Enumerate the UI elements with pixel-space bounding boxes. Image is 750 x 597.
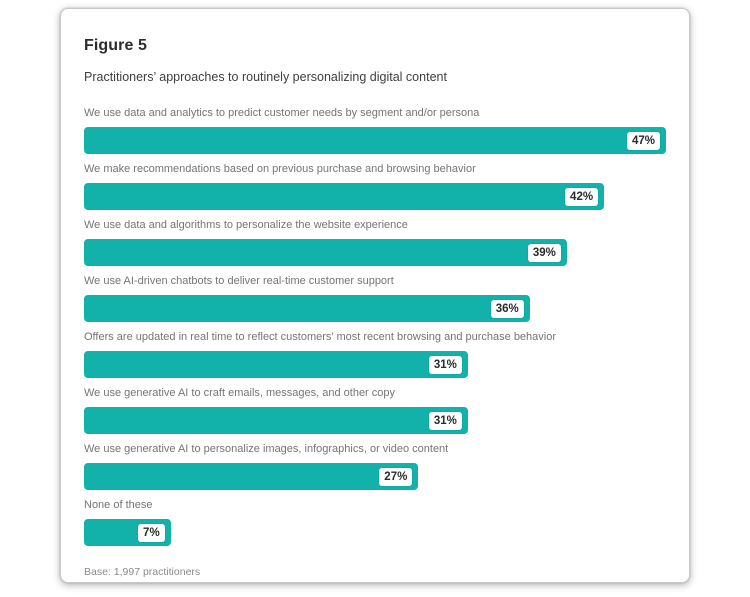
bar-label: We make recommendations based on previou… [84, 163, 476, 175]
value-badge: 36% [490, 299, 524, 318]
chart-row: We use data and algorithms to personaliz… [84, 218, 666, 266]
bar-label: Offers are updated in real time to refle… [84, 331, 557, 343]
bar: 31% [84, 407, 468, 434]
value-badge: 31% [428, 355, 462, 374]
bar: 47% [84, 127, 666, 154]
bar-label: We use data and analytics to predict cus… [84, 107, 480, 119]
bar-track: 39% [84, 239, 666, 266]
figure-title: Figure 5 [84, 37, 148, 54]
figure-card: Figure 5 Practitioners’ approaches to ro… [60, 8, 690, 583]
value-badge: 31% [428, 411, 462, 430]
bar-label: We use generative AI to craft emails, me… [84, 387, 396, 399]
bar: 7% [84, 519, 171, 546]
bar-chart: We use data and analytics to predict cus… [84, 106, 666, 546]
bar: 36% [84, 295, 530, 322]
bar: 31% [84, 351, 468, 378]
bar-track: 7% [84, 519, 666, 546]
bar-label: We use data and algorithms to personaliz… [84, 219, 408, 231]
bar: 27% [84, 463, 419, 490]
bar-track: 36% [84, 295, 666, 322]
chart-row: We make recommendations based on previou… [84, 162, 666, 210]
bar: 42% [84, 183, 605, 210]
bar-label: We use AI-driven chatbots to deliver rea… [84, 275, 394, 287]
bar: 39% [84, 239, 567, 266]
chart-row: We use generative AI to personalize imag… [84, 442, 666, 490]
value-badge: 39% [527, 243, 561, 262]
bar-track: 31% [84, 407, 666, 434]
bar-track: 27% [84, 463, 666, 490]
bar-track: 47% [84, 127, 666, 154]
figure-subtitle: Practitioners’ approaches to routinely p… [84, 70, 447, 84]
value-badge: 27% [379, 467, 413, 486]
value-badge: 47% [626, 131, 660, 150]
bar-track: 42% [84, 183, 666, 210]
base-note: Base: 1,997 practitioners [84, 566, 201, 578]
chart-row: Offers are updated in real time to refle… [84, 330, 666, 378]
value-badge: 7% [138, 523, 165, 542]
bar-label: We use generative AI to personalize imag… [84, 443, 449, 455]
chart-row: We use AI-driven chatbots to deliver rea… [84, 274, 666, 322]
chart-row: We use generative AI to craft emails, me… [84, 386, 666, 434]
chart-row: None of these 7% [84, 498, 666, 546]
value-badge: 42% [565, 187, 599, 206]
bar-track: 31% [84, 351, 666, 378]
chart-row: We use data and analytics to predict cus… [84, 106, 666, 154]
bar-label: None of these [84, 499, 153, 511]
